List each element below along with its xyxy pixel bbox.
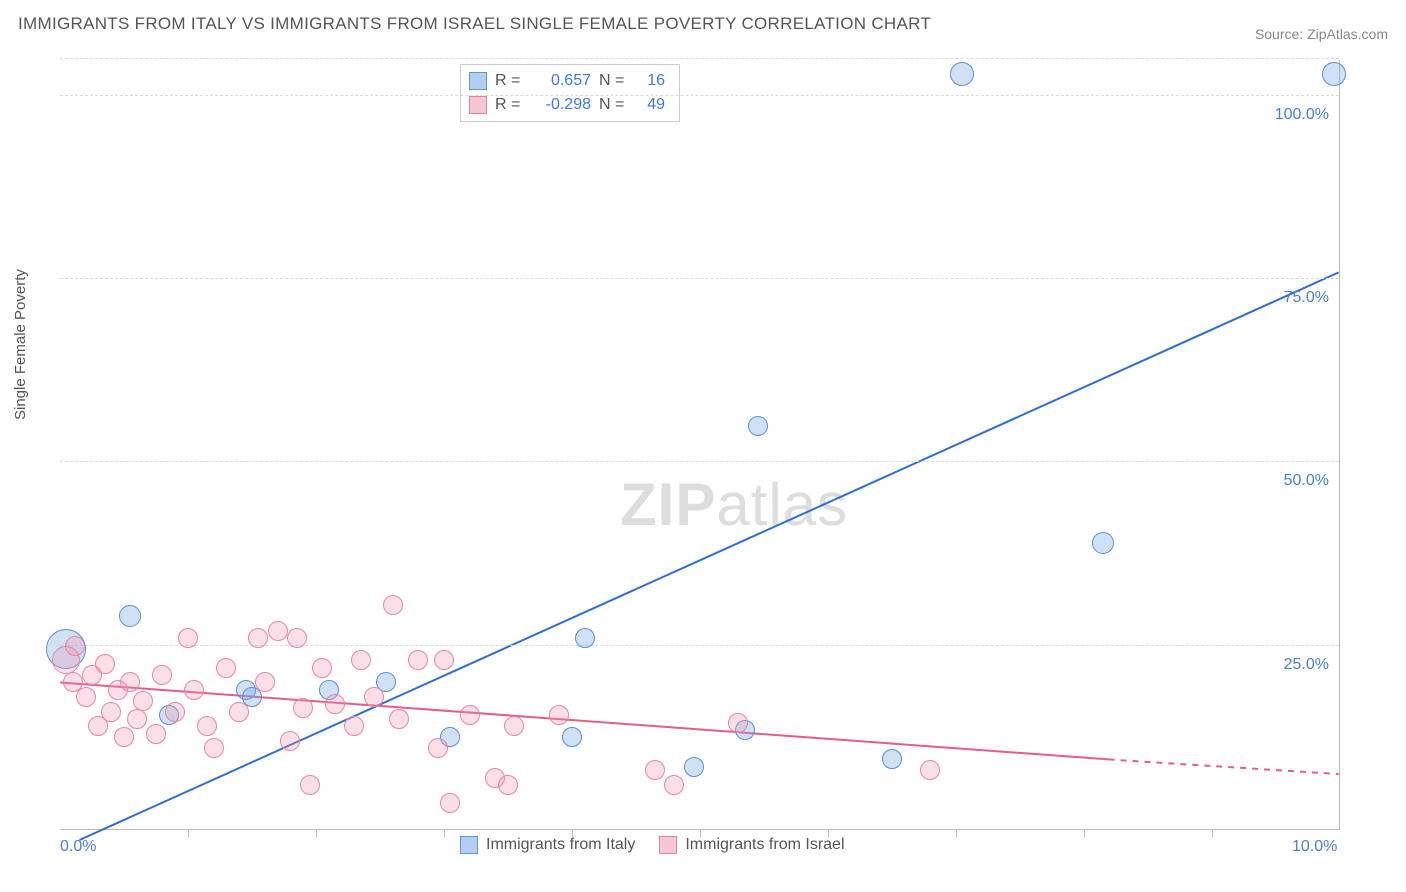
data-point-israel	[95, 654, 115, 674]
y-tick-label: 100.0%	[1275, 106, 1329, 124]
data-point-israel	[364, 687, 384, 707]
chart-plot-area: ZIPatlas R = 0.657 N = 16 R = -0.298 N =…	[60, 60, 1340, 830]
data-point-israel	[440, 793, 460, 813]
legend-label-israel: Immigrants from Israel	[685, 836, 844, 854]
data-point-israel	[389, 709, 409, 729]
y-tick-label: 25.0%	[1284, 656, 1329, 674]
r-label: R =	[495, 93, 523, 117]
data-point-israel	[268, 621, 288, 641]
data-point-israel	[204, 738, 224, 758]
data-point-italy	[950, 62, 974, 86]
gridline	[60, 95, 1339, 96]
data-point-israel	[460, 705, 480, 725]
series-legend: Immigrants from Italy Immigrants from Is…	[460, 836, 845, 854]
x-tick	[1212, 829, 1213, 837]
data-point-israel	[293, 698, 313, 718]
swatch-israel-icon	[469, 96, 487, 114]
watermark-rest: atlas	[716, 471, 848, 538]
trend-line	[80, 272, 1339, 840]
swatch-israel-icon	[659, 836, 677, 854]
data-point-israel	[549, 705, 569, 725]
data-point-israel	[120, 672, 140, 692]
x-tick	[1084, 829, 1085, 837]
y-tick-label: 50.0%	[1284, 472, 1329, 490]
legend-row-italy: R = 0.657 N = 16	[469, 69, 665, 93]
gridline	[60, 461, 1339, 462]
source-label: Source: ZipAtlas.com	[1255, 26, 1388, 42]
data-point-israel	[229, 702, 249, 722]
x-tick	[188, 829, 189, 837]
n-value-israel: 49	[635, 93, 665, 117]
y-axis-title: Single Female Poverty	[12, 269, 29, 420]
data-point-israel	[408, 650, 428, 670]
data-point-israel	[428, 738, 448, 758]
data-point-israel	[728, 713, 748, 733]
r-value-israel: -0.298	[531, 93, 591, 117]
data-point-israel	[133, 691, 153, 711]
data-point-israel	[127, 709, 147, 729]
data-point-israel	[325, 694, 345, 714]
data-point-israel	[165, 702, 185, 722]
data-point-israel	[216, 658, 236, 678]
data-point-italy	[562, 727, 582, 747]
x-tick	[316, 829, 317, 837]
x-tick	[444, 829, 445, 837]
legend-row-israel: R = -0.298 N = 49	[469, 93, 665, 117]
data-point-israel	[312, 658, 332, 678]
data-point-italy	[882, 749, 902, 769]
data-point-israel	[178, 628, 198, 648]
r-value-italy: 0.657	[531, 69, 591, 93]
legend-item-israel: Immigrants from Israel	[659, 836, 844, 854]
chart-title: IMMIGRANTS FROM ITALY VS IMMIGRANTS FROM…	[18, 14, 931, 34]
data-point-italy	[1092, 532, 1114, 554]
gridline	[60, 278, 1339, 279]
data-point-italy	[1322, 62, 1346, 86]
n-label: N =	[599, 69, 627, 93]
data-point-israel	[920, 760, 940, 780]
correlation-legend: R = 0.657 N = 16 R = -0.298 N = 49	[460, 64, 680, 122]
gridline	[60, 58, 1339, 59]
data-point-israel	[434, 650, 454, 670]
n-label: N =	[599, 93, 627, 117]
data-point-israel	[152, 665, 172, 685]
data-point-israel	[383, 595, 403, 615]
data-point-israel	[197, 716, 217, 736]
trend-lines	[60, 60, 1339, 829]
n-value-italy: 16	[635, 69, 665, 93]
x-tick-label: 0.0%	[60, 838, 96, 856]
data-point-israel	[101, 702, 121, 722]
data-point-israel	[280, 731, 300, 751]
data-point-israel	[248, 628, 268, 648]
legend-label-italy: Immigrants from Italy	[486, 836, 635, 854]
data-point-israel	[498, 775, 518, 795]
trend-line	[1109, 759, 1339, 774]
data-point-israel	[287, 628, 307, 648]
data-point-israel	[300, 775, 320, 795]
data-point-italy	[684, 757, 704, 777]
data-point-israel	[146, 724, 166, 744]
data-point-israel	[351, 650, 371, 670]
x-tick-label: 10.0%	[1292, 838, 1337, 856]
swatch-italy-icon	[469, 72, 487, 90]
data-point-israel	[664, 775, 684, 795]
data-point-italy	[575, 628, 595, 648]
data-point-israel	[255, 672, 275, 692]
data-point-israel	[184, 680, 204, 700]
data-point-italy	[748, 416, 768, 436]
data-point-italy	[119, 605, 141, 627]
data-point-israel	[76, 687, 96, 707]
swatch-italy-icon	[460, 836, 478, 854]
watermark-bold: ZIP	[620, 471, 716, 538]
x-tick	[956, 829, 957, 837]
data-point-israel	[344, 716, 364, 736]
watermark: ZIPatlas	[620, 470, 848, 539]
legend-item-italy: Immigrants from Italy	[460, 836, 635, 854]
data-point-israel	[114, 727, 134, 747]
r-label: R =	[495, 69, 523, 93]
y-tick-label: 75.0%	[1284, 289, 1329, 307]
data-point-israel	[65, 636, 85, 656]
data-point-israel	[645, 760, 665, 780]
data-point-israel	[504, 716, 524, 736]
